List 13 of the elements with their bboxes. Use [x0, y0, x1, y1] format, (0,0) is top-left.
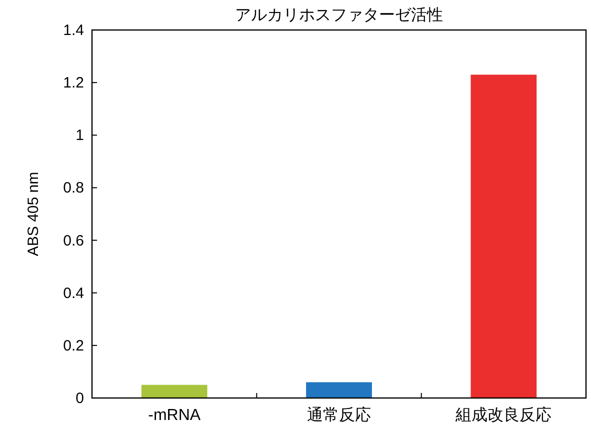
- y-tick-label: 0: [76, 390, 84, 407]
- x-tick-label: -mRNA: [148, 407, 201, 424]
- y-tick-label: 0.8: [63, 180, 84, 197]
- y-tick-label: 1: [76, 127, 84, 144]
- x-tick-label: 通常反応: [307, 406, 371, 424]
- y-tick-label: 0.2: [63, 337, 84, 354]
- y-tick-label: 1.2: [63, 74, 84, 92]
- chart-title: アルカリホスファターゼ活性: [235, 7, 443, 24]
- y-tick-label: 0.4: [63, 284, 84, 302]
- x-tick-label: 組成改良反応: [454, 406, 552, 424]
- y-axis-title: ABS 405 nm: [25, 172, 42, 256]
- y-tick-label: 1.4: [63, 22, 84, 39]
- y-tick-label: 0.6: [63, 232, 84, 250]
